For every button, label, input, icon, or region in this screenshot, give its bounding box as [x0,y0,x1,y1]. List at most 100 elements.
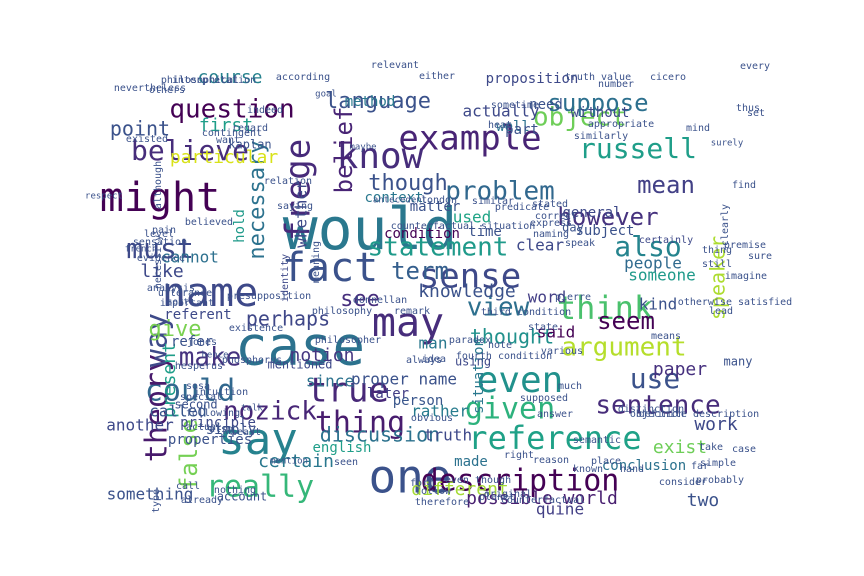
word-truth-value: truth value [565,72,631,83]
word-otherwise-satisfied: otherwise satisfied [678,297,792,308]
word-clearly: clearly [720,204,731,246]
word-said: said [537,323,576,342]
word-correct: correct [535,211,577,222]
word-maybe: maybe [349,143,376,153]
word-refer: refer [171,334,213,350]
word-must: must [126,232,193,265]
word-semantic: semantic [573,435,621,446]
word-necessary: necessary [245,140,270,259]
word-work: work [694,414,738,435]
word-properties: properties [168,432,252,448]
word-way: way [140,313,175,367]
word-however: however [557,203,658,231]
word-method: method [345,94,396,110]
word-suppose: suppose [547,89,648,117]
word-rather: rather [411,402,469,421]
word-man: man [419,334,448,353]
word-goal: goal [315,90,337,100]
word-word: word [528,288,567,307]
word-according: according [276,72,330,83]
word-thus: thus [736,103,760,114]
word-therefore: therefore [415,497,469,508]
word-think: think [557,289,653,327]
word-although: although [153,161,164,209]
word-probably: probably [696,475,744,486]
word-account: account [217,490,268,504]
word-notion: notion [289,345,354,366]
word-take: take [699,442,723,453]
word-planet: planet [479,492,515,503]
word-might: might [100,175,220,221]
word-want: want [216,135,240,146]
word-pain: pain [152,225,176,236]
word-see: see [340,287,380,312]
word-nozick: nozick [223,397,317,427]
word-question: question [169,95,294,125]
word-discussion: discussion [320,423,440,447]
word-russell: russell [579,132,697,165]
word-proper-name: proper name [351,370,457,389]
word-simply: simply [206,422,257,438]
word-well: well [496,119,530,135]
word-given: given [465,392,555,427]
word-kind: kind [639,295,678,314]
word-contingent: contingent [202,128,262,139]
word-later: later [367,386,409,402]
word-proposition: proposition [486,71,579,87]
word-seen: seen [334,457,358,468]
word-state: state [528,322,558,333]
word-intuition: intuition [194,387,248,398]
word-naming: naming [533,229,569,240]
word-knowledge: knowledge [418,281,516,302]
word-cannot: cannot [161,248,219,267]
word-different: different [411,479,509,500]
word-supposed: supposed [520,393,568,404]
word-paradox: paradox [449,335,491,346]
word-second: second [174,398,217,412]
word-two: two [687,490,720,511]
word-philosophical: philosophical [161,75,239,86]
word-could: could [145,374,235,409]
word-seem: seem [597,307,655,335]
word-mention: mention [270,457,308,467]
word-saying: saying [277,201,313,212]
word-condition: condition [384,226,460,242]
word-premise: premise [724,240,766,251]
word-kaplan: kaplan [228,138,271,152]
word-certain: certain [258,451,334,472]
word-sosa: sosa [186,381,210,392]
word-time: time [468,224,502,240]
word-speak: speak [565,238,595,249]
word-whether: whether [292,180,311,248]
word-original: original [484,489,532,500]
word-conclusion: conclusion [602,458,686,474]
word-may: may [372,300,444,346]
word-predicate: predicate [495,202,549,213]
word-right: right [504,450,534,461]
word-sometime: sometime [491,100,539,111]
word-form: form [410,478,434,489]
word-english: english [312,440,371,456]
word-existence: existence [229,323,283,334]
word-referent: referent [164,307,231,323]
word-answer: answer [537,409,573,420]
word-thought: thought [470,325,554,349]
word-sentence: sentence [595,391,720,421]
word-though: though [368,171,447,196]
word-used: used [453,208,492,227]
word-already: already [181,495,223,506]
word-meaning: meaning [311,241,322,283]
word-mean: mean [637,171,695,199]
word-existed: existed [126,134,168,145]
word-objection: objection [630,409,684,420]
word-frege: frege [279,139,319,241]
word-made: made [454,454,488,470]
word-evidence: evidence [137,253,185,264]
word-indeed: indeed [247,105,283,116]
word-simple: simple [700,458,736,469]
word-thing: thing [315,406,405,441]
word-false: false [175,419,203,491]
word-nothing: nothing [214,485,256,496]
word-cicero: cicero [650,72,686,83]
